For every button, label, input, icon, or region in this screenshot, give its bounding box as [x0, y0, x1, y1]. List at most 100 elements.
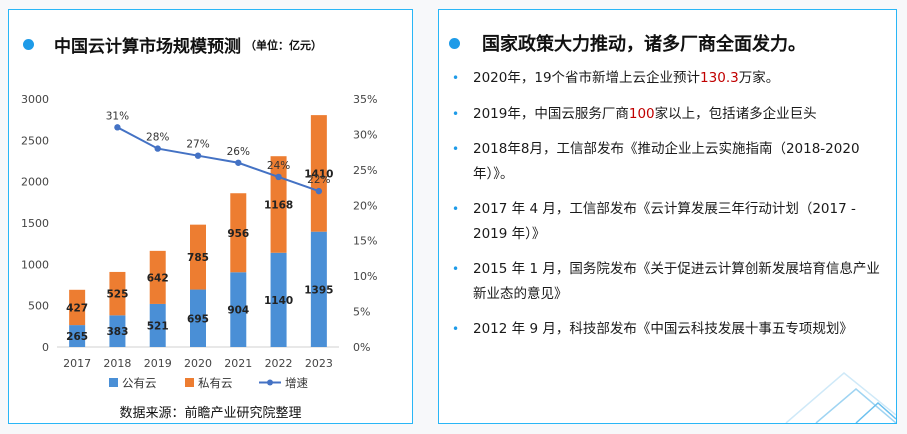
bar-label-public: 521: [147, 320, 169, 332]
market-size-chart: 0 500 1000 1500 2000 2500 3000 0% 5% 10% 15% 20% 25%…: [21, 93, 377, 370]
policy-text: 2015 年 1 月，国务院发布《关于促进云计算创新发展培育信息产业新业态的意见…: [473, 261, 880, 302]
bar-label-public: 904: [227, 305, 249, 317]
bar-label-private: 642: [147, 272, 169, 284]
bullet-icon: •: [452, 142, 460, 156]
x-tick-label: 2020: [184, 357, 212, 370]
legend-label-growth: 增速: [285, 376, 308, 390]
bar-public-cloud: [230, 272, 247, 347]
x-tick-label: 2018: [103, 357, 131, 370]
growth-point: [114, 124, 121, 131]
legend-swatch-public: [109, 378, 118, 387]
bar-public-cloud: [270, 252, 287, 347]
bar-label-private: 1168: [264, 199, 293, 211]
chart-legend: 公有云 私有云 增速: [109, 376, 308, 390]
legend-label-public: 公有云: [122, 376, 157, 390]
bar-private-cloud: [190, 224, 206, 290]
growth-point: [194, 152, 202, 159]
corner-decoration: [785, 372, 896, 423]
growth-label: 22%: [307, 174, 330, 186]
bar-public-cloud: [310, 231, 327, 347]
growth-rate-line: [116, 126, 320, 193]
y-right-tick-label: 0%: [353, 341, 370, 354]
bullet-icon: •: [452, 262, 460, 276]
x-tick-label: 2017: [63, 357, 91, 370]
y-left-tick-label: 2000: [21, 176, 49, 189]
x-tick-label: 2019: [144, 357, 172, 370]
policy-highlight: 130.3: [700, 70, 739, 86]
bar-label-public: 1140: [264, 295, 293, 307]
growth-point: [235, 159, 242, 166]
bar-private-cloud: [310, 115, 327, 232]
bar-label-private: 785: [187, 252, 209, 264]
policy-item: • 2018年8月，工信部发布《推动企业上云实施指南（2018-2020年）》。: [447, 137, 886, 186]
bar-label-private: 525: [106, 289, 128, 301]
bar-private-cloud: [109, 271, 126, 316]
y-right-tick-label: 35%: [353, 93, 377, 106]
policy-item: • 2019年，中国云服务厂商100家以上，包括诸多企业巨头: [447, 102, 886, 127]
y-right-tick-label: 25%: [353, 164, 377, 177]
policy-text: 2018年8月，工信部发布《推动企业上云实施指南（2018-2020年）》。: [473, 141, 860, 182]
y-left-tick-label: 2500: [21, 134, 49, 147]
bar-label-public: 265: [66, 331, 88, 343]
bar-label-public: 1395: [304, 284, 333, 296]
bar-private-cloud: [149, 250, 166, 304]
chart-panel: 中国云计算市场规模预测 （单位：亿元） 0 500 1000 1500 2000 2500…: [8, 9, 413, 424]
bar-label-public: 383: [106, 326, 128, 338]
chart-unit: （单位：亿元）: [245, 38, 322, 52]
growth-point: [154, 145, 161, 152]
policy-item: • 2017 年 4 月，工信部发布《云计算发展三年行动计划（2017 - 201…: [447, 197, 886, 246]
y-right-tick-label: 15%: [353, 235, 377, 248]
bullet-icon: •: [452, 202, 460, 216]
legend-swatch-private: [185, 378, 194, 387]
y-right-tick-label: 5%: [353, 306, 370, 319]
bullet-icon: •: [452, 71, 460, 85]
policy-title: 国家政策大力推动，诸多厂商全面发力。: [482, 34, 806, 55]
policy-item: • 2015 年 1 月，国务院发布《关于促进云计算创新发展培育信息产业新业态的意…: [447, 257, 886, 306]
policy-list: • 2020年，19个省市新增上云企业预计130.3万家。 • 2019年，中国云服务…: [447, 66, 886, 353]
policy-item: • 2012 年 9 月，科技部发布《中国云科技发展十事五专项规划》: [447, 317, 886, 342]
growth-label: 28%: [146, 132, 169, 144]
y-left-tick-label: 1500: [21, 217, 49, 230]
bar-label-private: 427: [66, 302, 88, 314]
bar-label-private: 1410: [304, 168, 333, 180]
bar-public-cloud: [69, 325, 86, 347]
x-tick-label: 2023: [305, 357, 333, 370]
policy-highlight: 100: [628, 105, 655, 122]
legend-label-private: 私有云: [198, 376, 233, 390]
bar-private-cloud: [270, 156, 287, 253]
policy-title-row: 国家政策大力推动，诸多厂商全面发力。: [449, 30, 806, 56]
data-source: 数据来源：前瞻产业研究院整理: [119, 406, 302, 421]
policy-panel: 国家政策大力推动，诸多厂商全面发力。 • 2020年，19个省市新增上云企业预计1…: [438, 9, 897, 424]
growth-label: 27%: [186, 139, 209, 151]
growth-point: [315, 187, 323, 195]
x-tick-label: 2022: [265, 357, 293, 370]
bullet-dot-icon: [23, 39, 34, 50]
growth-label: 26%: [227, 146, 250, 158]
legend-marker-growth: [267, 379, 273, 386]
bar-public-cloud: [190, 289, 206, 347]
y-left-tick-label: 0: [42, 341, 49, 354]
policy-text: 万家。: [738, 70, 780, 86]
growth-label: 31%: [106, 110, 129, 122]
y-right-tick-label: 30%: [353, 128, 377, 141]
policy-text: 家以上，包括诸多企业巨头: [654, 105, 817, 122]
bar-private-cloud: [69, 289, 86, 326]
y-left-tick-label: 1000: [21, 258, 49, 271]
y-left-tick-label: 500: [28, 300, 49, 313]
bullet-icon: •: [452, 322, 460, 336]
bar-public-cloud: [149, 303, 166, 347]
bar-private-cloud: [230, 193, 247, 273]
y-right-tick-label: 10%: [353, 270, 377, 283]
policy-text: 2017 年 4 月，工信部发布《云计算发展三年行动计划（2017 - 2019…: [473, 201, 856, 242]
bar-label-public: 695: [187, 313, 209, 325]
chart-title-row: 中国云计算市场规模预测 （单位：亿元）: [23, 32, 322, 57]
policy-item: • 2020年，19个省市新增上云企业预计130.3万家。: [447, 66, 886, 91]
policy-text: 2012 年 9 月，科技部发布《中国云科技发展十事五专项规划》: [473, 321, 853, 337]
growth-label: 24%: [267, 160, 290, 172]
bullet-icon: •: [452, 106, 460, 121]
policy-text: 2019年，中国云服务厂商: [473, 105, 629, 122]
y-left-tick-label: 3000: [21, 93, 49, 106]
bar-label-private: 956: [227, 228, 249, 240]
bullet-dot-icon: [449, 37, 460, 49]
growth-point: [275, 173, 282, 181]
